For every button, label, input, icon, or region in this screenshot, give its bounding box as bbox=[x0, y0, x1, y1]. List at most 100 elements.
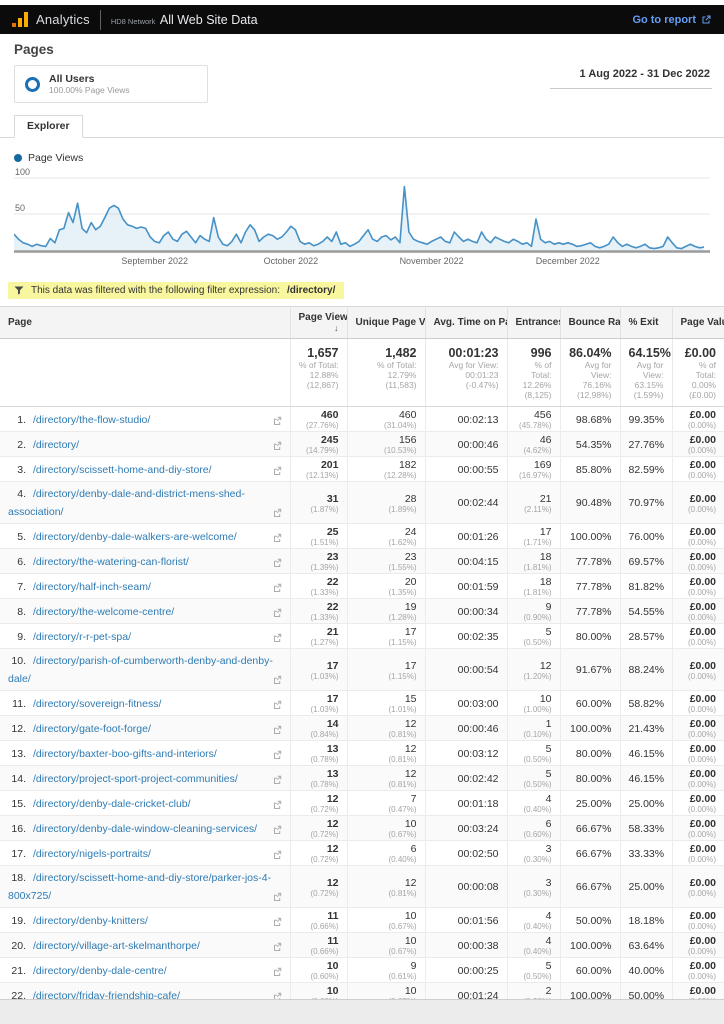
popout-button[interactable] bbox=[273, 462, 282, 480]
column-header-entrances[interactable]: Entrances bbox=[506, 306, 560, 339]
entrances-pct: (1.00%) bbox=[523, 705, 552, 714]
page-value-value: £0.00 bbox=[689, 459, 716, 471]
page-link[interactable]: /directory/parish-of-cumberworth-denby-a… bbox=[8, 655, 273, 685]
popout-button[interactable] bbox=[273, 554, 282, 572]
unique-page-views-pct: (1.62%) bbox=[388, 538, 417, 547]
exit-value: 25.00% bbox=[628, 881, 665, 893]
open-in-new-icon bbox=[273, 967, 281, 976]
popout-button[interactable] bbox=[273, 771, 282, 789]
popout-button[interactable] bbox=[273, 796, 282, 814]
page-link[interactable]: /directory/friday-friendship-cafe/ bbox=[33, 989, 181, 1002]
popout-button[interactable] bbox=[273, 963, 282, 981]
popout-button[interactable] bbox=[273, 821, 282, 839]
exit-value: 69.57% bbox=[628, 555, 665, 568]
page-link[interactable]: /directory/denby-dale-window-cleaning-se… bbox=[33, 822, 258, 835]
page-link[interactable]: /directory/the-watering-can-florist/ bbox=[33, 555, 189, 568]
page-views-value: 11 bbox=[327, 935, 339, 947]
page-link[interactable]: /directory/scissett-home-and-diy-store/ bbox=[33, 463, 212, 476]
popout-button[interactable] bbox=[273, 721, 282, 739]
property-selector[interactable]: HD8 Network All Web Site Data bbox=[111, 11, 258, 29]
account-name: HD8 Network bbox=[110, 16, 156, 26]
page-link[interactable]: /directory/denby-dale-cricket-club/ bbox=[33, 797, 191, 810]
column-header-unique-page-views[interactable]: Unique Page Views bbox=[346, 306, 425, 339]
page-link[interactable]: /directory/r-r-pet-spa/ bbox=[33, 630, 132, 643]
bounce-rate-value: 66.67% bbox=[575, 881, 612, 893]
entrances-value: 18 bbox=[539, 576, 552, 588]
open-in-new-icon bbox=[273, 700, 281, 709]
table-row: 20. /directory/village-art-skelmanthorpe/… bbox=[0, 932, 724, 958]
avg-time-value: 00:03:00 bbox=[457, 697, 499, 710]
page-value-pct: (0.00%) bbox=[687, 538, 716, 547]
unique-page-views-value: 460 bbox=[398, 409, 417, 421]
popout-button[interactable] bbox=[273, 412, 282, 430]
page-link[interactable]: /directory/denby-dale-and-district-mens-… bbox=[8, 488, 245, 518]
avg-time-value: 00:00:25 bbox=[457, 964, 499, 977]
unique-page-views-pct: (1.01%) bbox=[388, 705, 417, 714]
bounce-rate-value: 100.00% bbox=[570, 722, 612, 735]
page-link[interactable]: /directory/the-flow-studio/ bbox=[33, 413, 151, 426]
unique-page-views-value: 156 bbox=[398, 434, 417, 446]
page-link[interactable]: /directory/ bbox=[33, 438, 80, 451]
exit-value: 46.15% bbox=[628, 747, 665, 760]
page-link[interactable]: /directory/baxter-boo-gifts-and-interior… bbox=[33, 747, 217, 760]
avg-time-value: 00:00:08 bbox=[457, 881, 499, 893]
row-rank: 14. bbox=[11, 772, 26, 785]
entrances-pct: (0.50%) bbox=[523, 638, 552, 647]
page-link[interactable]: /directory/denby-dale-centre/ bbox=[33, 964, 167, 977]
page-link[interactable]: /directory/the-welcome-centre/ bbox=[33, 605, 175, 618]
page-link[interactable]: /directory/nigels-portraits/ bbox=[33, 847, 151, 860]
column-header-exit[interactable]: % Exit bbox=[619, 306, 672, 339]
entrances-pct: (16.97%) bbox=[519, 471, 552, 480]
go-to-report-link[interactable]: Go to report bbox=[632, 14, 712, 26]
popout-button[interactable] bbox=[273, 746, 282, 764]
popout-button[interactable] bbox=[273, 579, 282, 597]
column-header-page-value[interactable]: Page Value bbox=[671, 306, 724, 339]
row-rank: 21. bbox=[11, 964, 26, 977]
unique-page-views-pct: (0.81%) bbox=[388, 730, 417, 739]
page-link[interactable]: /directory/project-sport-project-communi… bbox=[33, 772, 238, 785]
unique-page-views-value: 12 bbox=[404, 768, 417, 780]
analytics-logo-icon bbox=[12, 12, 28, 27]
unique-page-views-value: 10 bbox=[404, 818, 417, 830]
unique-page-views-pct: (1.35%) bbox=[388, 588, 417, 597]
column-header-avg-time[interactable]: Avg. Time on Page bbox=[424, 306, 507, 339]
table-row: 21. /directory/denby-dale-centre/10 (0.60%… bbox=[0, 957, 724, 983]
popout-button[interactable] bbox=[273, 913, 282, 931]
page-link[interactable]: /directory/village-art-skelmanthorpe/ bbox=[33, 939, 200, 952]
popout-button[interactable] bbox=[273, 504, 282, 522]
popout-button[interactable] bbox=[273, 529, 282, 547]
page-views-pct: (0.72%) bbox=[310, 805, 339, 814]
popout-button[interactable] bbox=[273, 696, 282, 714]
page-link[interactable]: /directory/denby-dale-walkers-are-welcom… bbox=[33, 530, 237, 543]
popout-button[interactable] bbox=[273, 437, 282, 455]
page-value-pct: (0.00%) bbox=[687, 855, 716, 864]
page-value-pct: (0.00%) bbox=[687, 947, 716, 956]
table-row: 9. /directory/r-r-pet-spa/21 (1.27%) 17 (1.1… bbox=[0, 623, 724, 649]
page-link[interactable]: /directory/denby-knitters/ bbox=[33, 914, 148, 927]
popout-button[interactable] bbox=[273, 671, 282, 689]
page-link[interactable]: /directory/half-inch-seam/ bbox=[33, 580, 151, 593]
page-link[interactable]: /directory/sovereign-fitness/ bbox=[33, 697, 162, 710]
table-row: 10./directory/parish-of-cumberworth-denb… bbox=[0, 648, 724, 691]
date-range-picker[interactable]: 1 Aug 2022 - 31 Dec 2022 bbox=[549, 65, 712, 89]
entrances-value: 4 bbox=[545, 793, 552, 805]
popout-button[interactable] bbox=[273, 629, 282, 647]
page-link[interactable]: /directory/scissett-home-and-diy-store/p… bbox=[8, 872, 272, 902]
popout-button[interactable] bbox=[273, 604, 282, 622]
segment-card-all-users[interactable]: All Users 100.00% Page Views bbox=[14, 65, 208, 103]
column-header-page-views[interactable]: Page Views↓ bbox=[289, 306, 347, 339]
popout-button[interactable] bbox=[273, 938, 282, 956]
page-views-pct: (0.78%) bbox=[310, 755, 339, 764]
popout-button[interactable] bbox=[273, 846, 282, 864]
bounce-rate-value: 54.35% bbox=[575, 438, 612, 451]
popout-button[interactable] bbox=[273, 888, 282, 906]
page-value-pct: (0.00%) bbox=[687, 830, 716, 839]
page-link[interactable]: /directory/gate-foot-forge/ bbox=[33, 722, 151, 735]
page-value-pct: (0.00%) bbox=[687, 888, 716, 898]
entrances-value: 5 bbox=[545, 626, 552, 638]
page-views-value: 13 bbox=[326, 768, 339, 780]
tab-explorer[interactable]: Explorer bbox=[14, 115, 83, 138]
column-header-bounce-rate[interactable]: Bounce Rate bbox=[559, 306, 620, 339]
column-header-page[interactable]: Page bbox=[0, 306, 290, 339]
page-value-value: £0.00 bbox=[689, 910, 716, 922]
